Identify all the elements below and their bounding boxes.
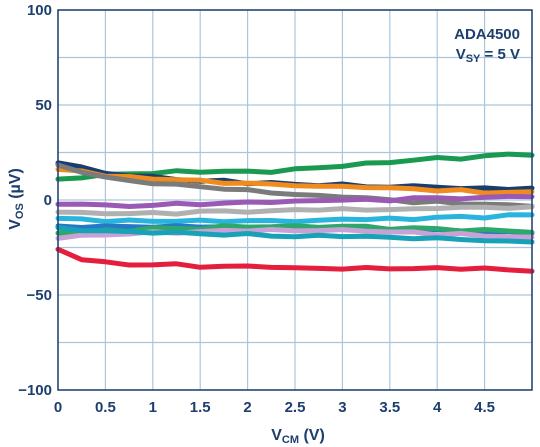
series-line-4	[55, 162, 535, 209]
series-line-3	[55, 166, 535, 196]
annotation-supply: VSY = 5 V	[456, 46, 520, 65]
plot-frame	[57, 9, 533, 391]
x-axis-title: VCM (V)	[271, 427, 325, 446]
y-tick-label: −50	[27, 287, 52, 304]
y-tick-label: 100	[27, 2, 52, 19]
x-tick-label: 3.5	[379, 399, 400, 416]
x-tick-label: 4	[433, 399, 442, 416]
y-axis-title: VOS (µV)	[7, 168, 26, 230]
series-layer	[55, 151, 535, 274]
x-tick-label: 2.5	[285, 399, 306, 416]
x-tick-label: 3	[338, 399, 346, 416]
series-line-5	[55, 193, 535, 209]
series-line-6	[55, 204, 535, 217]
x-tick-label: 1.5	[190, 399, 211, 416]
series-line-12	[55, 246, 535, 274]
x-tick-label: 4.5	[474, 399, 495, 416]
tick-labels: 0 0.5 1 1.5 2 2.5 3 3.5 4 4.5 100 50 0 −50 −100	[18, 2, 495, 416]
y-tick-label: 0	[44, 192, 52, 209]
annotation: ADA4500 VSY = 5 V	[454, 26, 520, 65]
x-tick-label: 0	[54, 399, 62, 416]
y-tick-label: −100	[18, 382, 52, 399]
annotation-device: ADA4500	[454, 26, 520, 43]
x-tick-label: 2	[243, 399, 251, 416]
x-tick-label: 1	[149, 399, 157, 416]
x-tick-label: 0.5	[95, 399, 116, 416]
series-line-7	[55, 212, 535, 225]
series-line-11	[55, 225, 535, 245]
y-tick-label: 50	[35, 97, 52, 114]
